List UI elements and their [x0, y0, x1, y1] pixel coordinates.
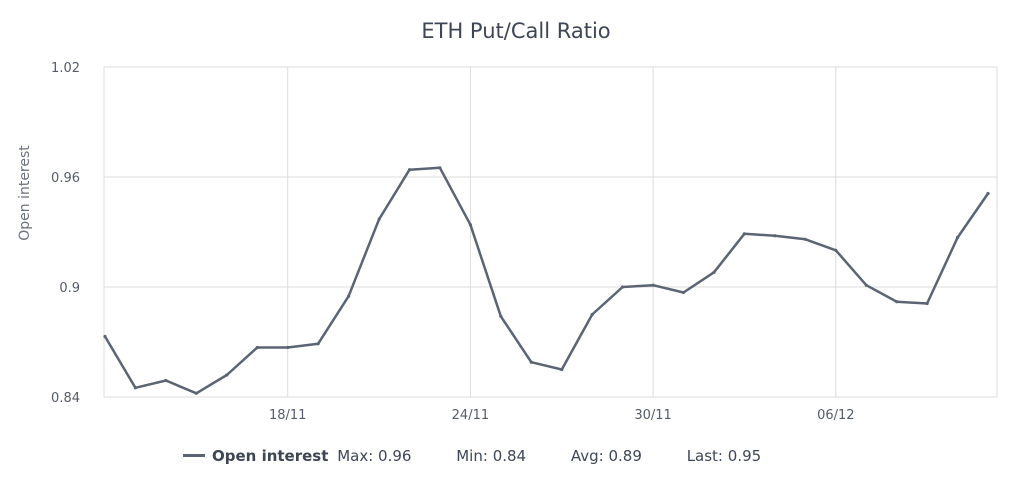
data-point — [103, 334, 107, 339]
data-point — [316, 342, 320, 346]
data-point — [347, 294, 351, 298]
data-point — [895, 300, 899, 304]
legend-min-label: Min: — [456, 447, 488, 465]
legend-avg-label: Avg: — [570, 447, 604, 465]
data-point — [377, 217, 381, 221]
data-point — [499, 314, 503, 318]
data-point — [925, 301, 929, 306]
x-tick-label: 06/12 — [817, 408, 854, 423]
data-point — [986, 191, 990, 196]
data-point — [560, 367, 564, 372]
data-point — [133, 386, 137, 390]
legend-last-value: 0.95 — [727, 447, 762, 465]
data-point — [651, 283, 655, 287]
data-point — [712, 270, 716, 274]
y-tick-label: 0.84 — [51, 391, 80, 406]
chart-title: ETH Put/Call Ratio — [421, 19, 610, 43]
data-point — [864, 283, 868, 287]
legend-min-value: 0.84 — [492, 447, 527, 465]
y-tick-label: 1.02 — [51, 61, 80, 76]
data-point — [286, 345, 290, 350]
data-point — [194, 391, 198, 395]
data-point — [468, 223, 472, 227]
data-point — [621, 285, 625, 289]
y-axis-label: Open interest — [17, 145, 33, 241]
legend-avg-value: 0.89 — [608, 447, 642, 465]
x-tick-label: 24/11 — [452, 408, 489, 423]
data-point — [773, 234, 777, 238]
data-point — [407, 168, 412, 172]
y-tick-label: 0.96 — [51, 171, 80, 186]
data-point — [803, 237, 808, 241]
legend-series-name[interactable]: Open interest — [212, 447, 329, 465]
data-point — [529, 360, 533, 364]
y-tick-label: 0.9 — [59, 281, 80, 296]
data-point — [590, 312, 594, 317]
legend-swatch — [183, 454, 205, 457]
data-point — [225, 373, 229, 377]
data-point — [834, 248, 838, 252]
legend-max-value: 0.96 — [378, 447, 412, 465]
legend-max-label: Max: — [337, 447, 374, 465]
data-point — [681, 290, 686, 295]
legend-last-label: Last: — [686, 447, 723, 465]
data-point — [255, 345, 259, 350]
x-tick-label: 18/11 — [269, 408, 306, 423]
data-point — [164, 378, 168, 383]
data-point — [438, 166, 442, 170]
data-point — [956, 235, 960, 240]
x-tick-label: 30/11 — [634, 408, 671, 423]
series-line — [103, 166, 990, 395]
legend[interactable]: Open interest Max: 0.96 Min: 0.84 Avg: 0… — [183, 447, 761, 465]
data-point — [742, 232, 747, 236]
